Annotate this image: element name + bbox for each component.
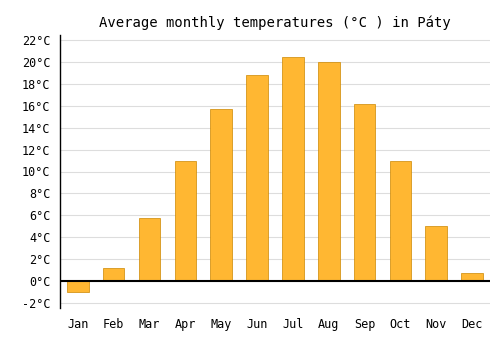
- Bar: [318, 62, 340, 281]
- Bar: [354, 104, 376, 281]
- Bar: [390, 161, 411, 281]
- Bar: [426, 226, 447, 281]
- Bar: [282, 57, 304, 281]
- Bar: [67, 281, 88, 292]
- Bar: [246, 75, 268, 281]
- Bar: [139, 218, 160, 281]
- Bar: [174, 161, 196, 281]
- Title: Average monthly temperatures (°C ) in Páty: Average monthly temperatures (°C ) in Pá…: [99, 15, 451, 30]
- Bar: [462, 273, 483, 281]
- Bar: [210, 109, 232, 281]
- Bar: [103, 268, 124, 281]
